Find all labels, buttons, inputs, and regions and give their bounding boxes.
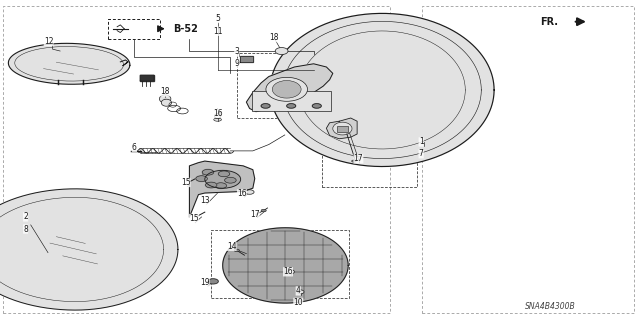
Bar	[322, 112, 417, 187]
Circle shape	[218, 171, 230, 177]
Circle shape	[287, 104, 296, 108]
Text: 2: 2	[23, 212, 28, 221]
Polygon shape	[240, 56, 253, 62]
Ellipse shape	[288, 270, 294, 274]
Text: 5: 5	[215, 14, 220, 23]
Text: 9: 9	[234, 59, 239, 68]
Text: 1: 1	[419, 137, 424, 146]
Text: 14: 14	[227, 242, 237, 251]
Circle shape	[208, 279, 218, 284]
Circle shape	[225, 177, 236, 183]
Text: 16: 16	[283, 267, 293, 276]
Text: 15: 15	[189, 214, 199, 223]
Text: 4: 4	[296, 286, 301, 295]
Polygon shape	[246, 64, 333, 112]
Polygon shape	[326, 118, 357, 139]
Ellipse shape	[161, 99, 172, 106]
Text: 17: 17	[353, 154, 364, 163]
Circle shape	[312, 104, 321, 108]
Ellipse shape	[333, 122, 352, 135]
Circle shape	[205, 170, 241, 188]
Text: 8: 8	[23, 225, 28, 234]
Ellipse shape	[234, 249, 239, 252]
Ellipse shape	[266, 78, 308, 101]
Text: 12: 12	[44, 37, 53, 46]
Bar	[211, 230, 349, 298]
Circle shape	[215, 183, 227, 189]
Bar	[422, 6, 634, 313]
Text: 11: 11	[213, 27, 222, 36]
Text: 15: 15	[180, 178, 191, 187]
Text: 18: 18	[161, 87, 170, 96]
Ellipse shape	[159, 95, 171, 103]
Ellipse shape	[214, 114, 221, 119]
Text: FR.: FR.	[540, 17, 558, 27]
Polygon shape	[270, 13, 494, 167]
Polygon shape	[223, 228, 348, 303]
Bar	[108, 19, 160, 39]
Text: 6: 6	[132, 143, 137, 152]
Text: 3: 3	[234, 47, 239, 56]
Ellipse shape	[352, 160, 356, 162]
Text: 7: 7	[419, 149, 424, 158]
Text: SNA4B4300B: SNA4B4300B	[525, 302, 575, 311]
Ellipse shape	[275, 48, 288, 55]
Text: 19: 19	[200, 278, 210, 287]
Text: 18: 18	[269, 33, 278, 42]
Ellipse shape	[273, 81, 301, 98]
Text: 17: 17	[250, 210, 260, 219]
Polygon shape	[189, 161, 255, 217]
Ellipse shape	[245, 190, 254, 194]
Polygon shape	[8, 43, 130, 84]
Text: 10: 10	[293, 298, 303, 307]
Text: 16: 16	[237, 189, 247, 198]
Ellipse shape	[298, 290, 304, 294]
Ellipse shape	[261, 209, 266, 212]
Circle shape	[261, 104, 270, 108]
Text: 16: 16	[212, 109, 223, 118]
Polygon shape	[0, 189, 178, 310]
Text: B-52: B-52	[173, 24, 198, 34]
Circle shape	[196, 176, 207, 182]
Bar	[337, 126, 348, 132]
Polygon shape	[140, 75, 154, 81]
Circle shape	[205, 182, 217, 188]
Text: 13: 13	[200, 196, 210, 205]
FancyBboxPatch shape	[252, 91, 331, 111]
Circle shape	[202, 169, 214, 175]
Bar	[237, 53, 355, 118]
Bar	[3, 6, 390, 313]
Ellipse shape	[214, 118, 221, 121]
